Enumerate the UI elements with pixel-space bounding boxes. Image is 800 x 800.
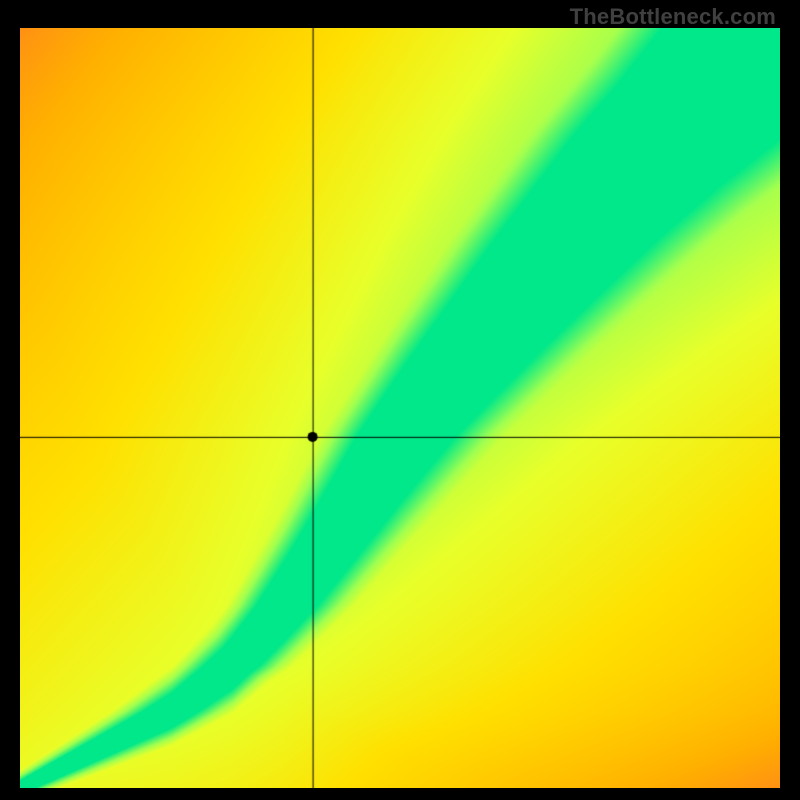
- chart-container: TheBottleneck.com: [0, 0, 800, 800]
- watermark-text: TheBottleneck.com: [570, 4, 776, 30]
- plot-area: [20, 28, 780, 788]
- heatmap-canvas: [20, 28, 780, 788]
